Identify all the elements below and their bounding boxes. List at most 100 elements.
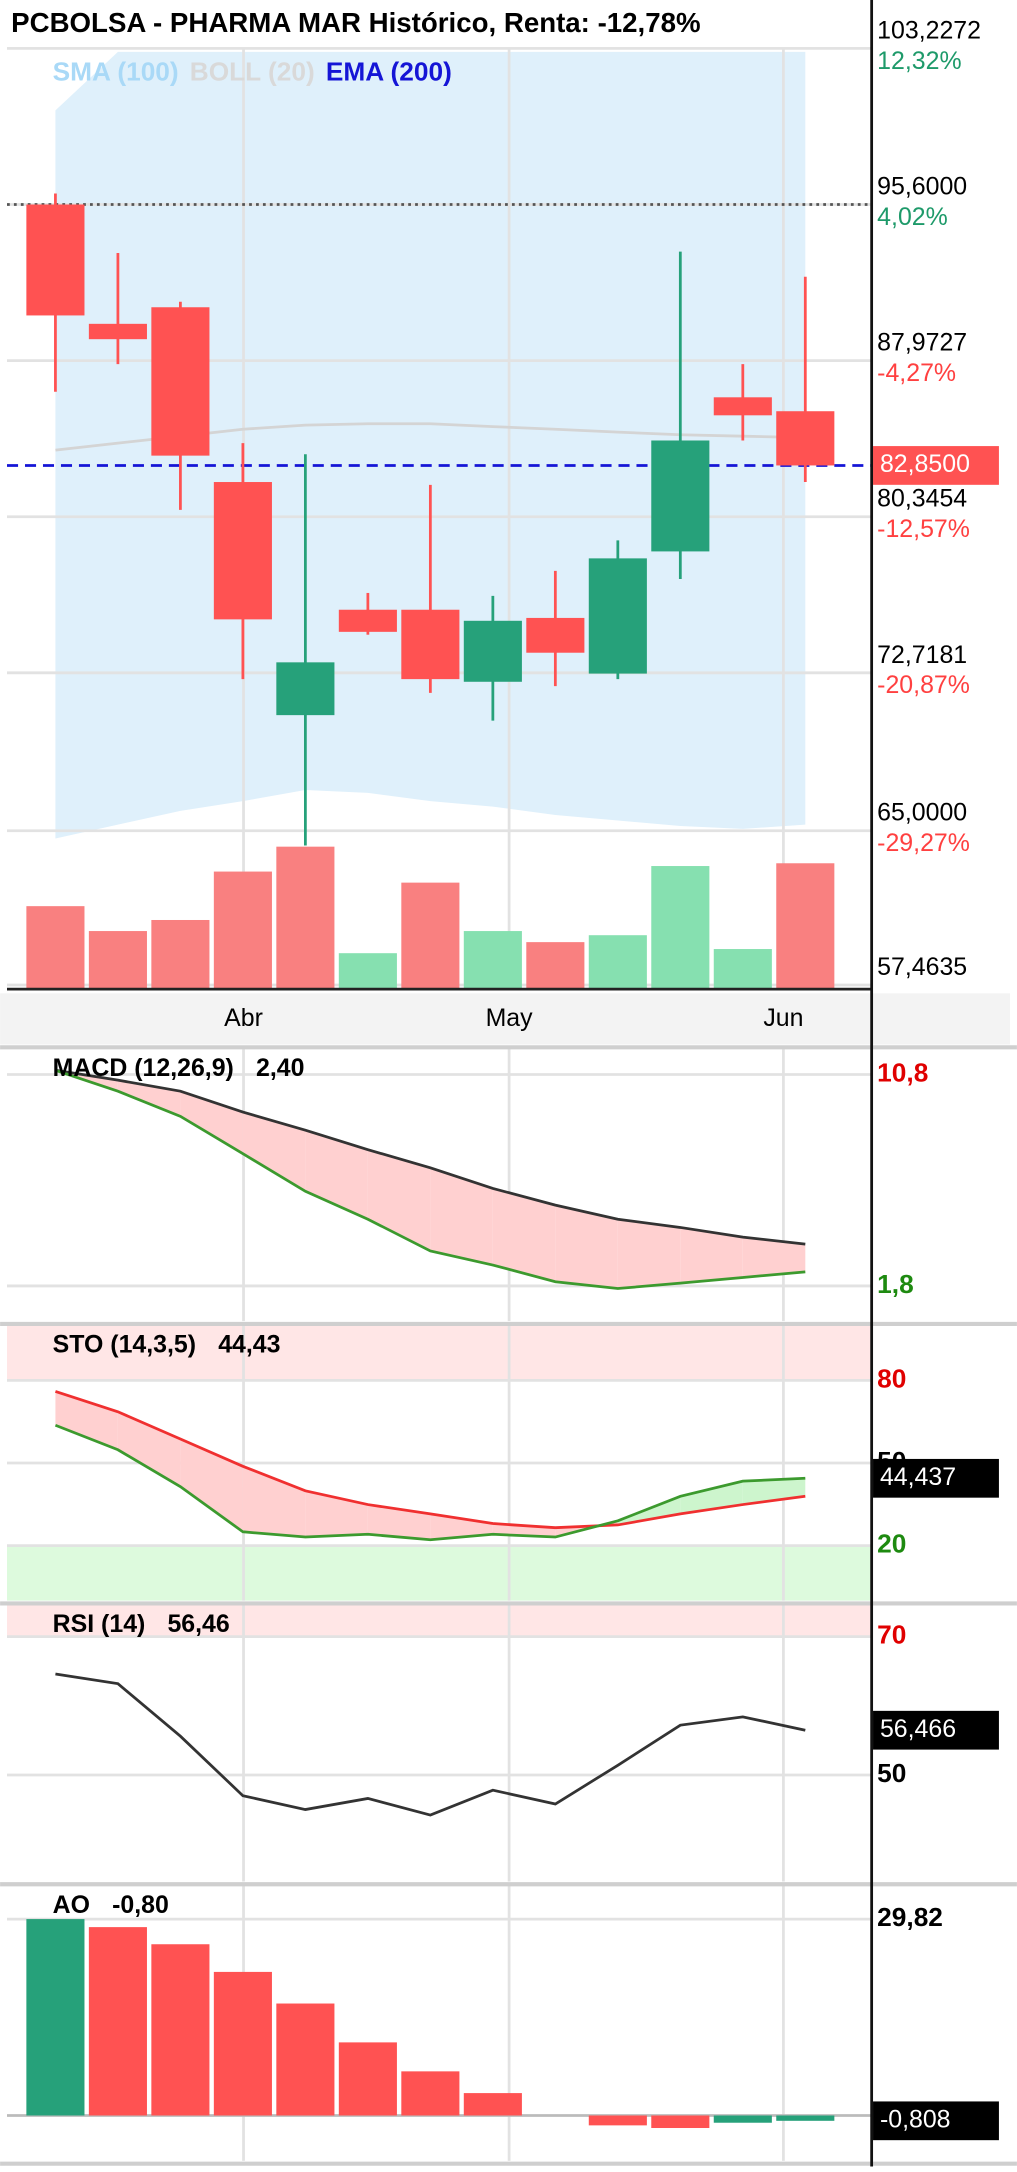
bar	[213, 1971, 272, 2116]
x-tick-label: Abr	[224, 1004, 263, 1032]
title-band	[0, 0, 872, 48]
last-value-label: -0,808	[880, 2105, 951, 2133]
indicator-value: 2,40	[256, 1054, 304, 1082]
candle-body	[713, 397, 772, 416]
indicator-line	[54, 1423, 806, 1542]
y-tick-label: 29,82	[877, 1902, 943, 1932]
last-value-label: 56,466	[880, 1715, 956, 1743]
volume-bar	[151, 919, 210, 990]
y-tick-label: 10,8	[877, 1057, 928, 1087]
bar	[276, 2003, 335, 2116]
candle-body	[151, 307, 210, 456]
fill-between	[367, 1504, 431, 1540]
bar	[338, 2042, 397, 2116]
price-label-box	[873, 446, 999, 485]
candle-body	[588, 558, 647, 674]
bar	[713, 2115, 772, 2123]
fill-between	[680, 1227, 743, 1284]
fill-between	[617, 1219, 681, 1289]
last-value-box	[873, 1458, 999, 1498]
fill-between	[242, 1112, 306, 1192]
fill-between	[555, 1205, 618, 1289]
bar	[88, 1927, 147, 2116]
candle-body	[526, 617, 585, 653]
y-tick-label: 80,3454	[877, 485, 967, 513]
y-tick-label: 57,4635	[877, 953, 967, 981]
zone-band	[7, 1545, 872, 1601]
volume-bar	[651, 866, 710, 990]
bar	[26, 1919, 85, 2116]
fill-between	[242, 1466, 306, 1538]
x-axis-band	[0, 993, 1010, 1045]
volume-bar	[463, 931, 522, 990]
x-tick-label: Jun	[763, 1004, 803, 1032]
candle-body	[463, 620, 522, 682]
candle-body	[338, 609, 397, 632]
fill-between	[117, 1411, 181, 1487]
fill-between	[430, 1167, 493, 1266]
volume-bar	[776, 863, 835, 990]
y-tick-label: 1,8	[877, 1269, 914, 1299]
candle-body	[276, 662, 335, 716]
y-tick-label: 70	[877, 1620, 906, 1650]
x-tick-label: May	[486, 1004, 534, 1032]
y-tick-change: -29,27%	[877, 829, 970, 857]
y-tick-label: 50	[877, 1758, 906, 1788]
volume-bar	[88, 931, 147, 990]
fill-between	[430, 1513, 493, 1540]
indicator-line	[54, 1390, 806, 1530]
volume-bar	[276, 846, 335, 990]
indicator-value: -0,80	[112, 1891, 169, 1919]
bar	[401, 2071, 460, 2116]
y-tick-change: -4,27%	[877, 359, 956, 387]
indicator-line	[55, 1672, 806, 1817]
volume-bar	[713, 949, 772, 990]
chart-title: PCBOLSA - PHARMA MAR Histórico, Renta: -…	[11, 7, 700, 38]
legend-entry: SMA (100)	[53, 56, 179, 86]
zone-band	[7, 1604, 872, 1637]
indicator-title: MACD (12,26,9)	[53, 1054, 234, 1082]
price-label: 82,8500	[880, 450, 970, 478]
y-tick-label: 72,7181	[877, 641, 967, 669]
y-tick-change: -20,87%	[877, 671, 970, 699]
y-tick-change: 4,02%	[877, 203, 948, 231]
legend-entry: EMA (200)	[326, 56, 452, 86]
indicator-value: 56,46	[167, 1610, 229, 1638]
bar	[651, 2115, 710, 2129]
volume-bar	[26, 906, 85, 990]
indicator-line	[54, 1068, 806, 1290]
y-tick-label: 80	[877, 1363, 906, 1393]
y-tick-label: 65,0000	[877, 799, 967, 827]
candle-body	[651, 440, 710, 552]
y-tick-change: 12,32%	[877, 47, 961, 75]
indicator-title: AO	[53, 1891, 90, 1919]
candle-body	[776, 411, 835, 466]
legend-entry: BOLL (20)	[190, 56, 315, 86]
y-tick-label: 103,2272	[877, 16, 981, 44]
fill-between	[742, 1237, 806, 1278]
fill-between	[55, 1391, 118, 1450]
candle-body	[26, 204, 85, 316]
volume-bar	[526, 942, 585, 990]
zone-band	[7, 1325, 872, 1381]
y-tick-change: -12,57%	[877, 515, 970, 543]
indicator-value: 44,43	[218, 1331, 280, 1359]
fill-between	[180, 1439, 243, 1532]
candle-body	[88, 323, 147, 340]
volume-bar	[213, 871, 272, 990]
candle-body	[401, 609, 460, 680]
bar	[151, 1944, 210, 2116]
last-value-box	[873, 2101, 999, 2141]
volume-bar	[401, 882, 460, 990]
indicator-line	[55, 1068, 806, 1246]
y-tick-label: 20	[877, 1529, 906, 1559]
indicator-title: STO (14,3,5)	[53, 1331, 196, 1359]
volume-bar	[338, 953, 397, 990]
bar	[463, 2093, 522, 2116]
candle-body	[213, 482, 272, 620]
bar	[588, 2115, 647, 2126]
y-tick-label: 95,6000	[877, 172, 967, 200]
fill-between	[180, 1091, 243, 1154]
indicator-title: RSI (14)	[53, 1610, 146, 1638]
